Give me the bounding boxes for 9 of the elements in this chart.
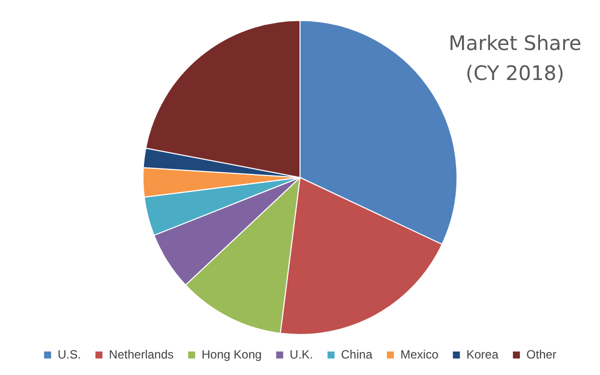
legend-label: Netherlands: [108, 347, 174, 362]
legend-label: Hong Kong: [202, 347, 262, 362]
legend-label: China: [341, 347, 373, 362]
legend-label: Korea: [466, 347, 499, 362]
legend-label: U.S.: [58, 347, 81, 362]
legend-label: Mexico: [400, 347, 439, 362]
text: Market Share (CY 2018): [448, 30, 582, 87]
legend-label: U.K.: [290, 347, 314, 362]
legend-label: Other: [526, 347, 556, 362]
